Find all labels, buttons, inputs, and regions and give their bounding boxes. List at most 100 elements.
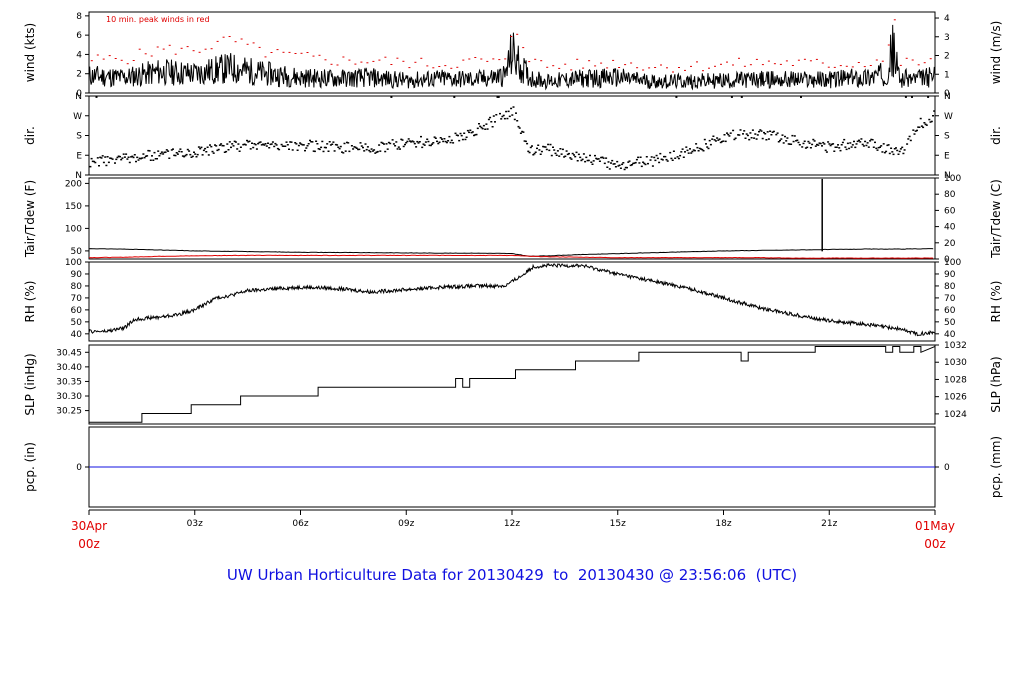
direction-point xyxy=(734,137,737,139)
direction-point xyxy=(480,126,483,129)
direction-point xyxy=(721,140,723,143)
peak-wind-point xyxy=(821,62,824,64)
direction-point xyxy=(568,152,570,155)
direction-point xyxy=(755,138,758,140)
direction-point xyxy=(378,144,381,146)
direction-point xyxy=(185,153,188,156)
direction-point xyxy=(701,148,704,151)
direction-point xyxy=(813,140,816,142)
direction-point xyxy=(610,162,612,164)
series-group xyxy=(89,346,935,423)
direction-point xyxy=(653,156,656,159)
peak-wind-point xyxy=(552,65,555,67)
direction-point xyxy=(176,153,179,155)
peak-wind-point xyxy=(204,48,207,50)
direction-point xyxy=(499,112,501,115)
direction-point xyxy=(570,158,573,160)
peak-wind-point xyxy=(126,63,129,65)
direction-point xyxy=(571,152,574,155)
direction-point xyxy=(505,110,508,113)
direction-point xyxy=(532,154,535,156)
direction-point xyxy=(149,159,152,161)
panel-slp: SLP (inHg) SLP (hPa) 30.25 30.30 30.35 30.40 3… xyxy=(23,341,1003,425)
peak-wind-point xyxy=(480,58,483,60)
direction-point xyxy=(923,122,926,124)
peak-wind-point xyxy=(720,63,722,65)
direction-point xyxy=(255,148,258,150)
direction-point xyxy=(484,128,487,130)
direction-point xyxy=(144,155,147,157)
direction-point xyxy=(788,143,791,145)
direction-point xyxy=(107,161,110,164)
direction-point xyxy=(442,140,445,143)
direction-point xyxy=(225,150,228,153)
peak-wind-point xyxy=(264,56,267,58)
direction-point xyxy=(545,148,548,151)
direction-point xyxy=(864,140,867,143)
direction-point xyxy=(90,157,93,160)
direction-point xyxy=(502,114,505,117)
direction-point xyxy=(270,143,273,145)
direction-point xyxy=(618,164,621,166)
direction-point xyxy=(825,151,828,153)
direction-point xyxy=(613,163,616,165)
peak-wind-point xyxy=(761,64,764,66)
peak-wind-point xyxy=(660,64,662,66)
direction-point xyxy=(920,125,923,127)
direction-point xyxy=(332,141,335,143)
peak-wind-point xyxy=(708,67,710,69)
start-date-label: 30Apr xyxy=(71,519,107,533)
direction-point xyxy=(644,163,647,166)
direction-point xyxy=(404,143,406,146)
direction-point xyxy=(685,146,688,148)
direction-point xyxy=(724,140,727,143)
right-tick-label: N xyxy=(944,92,951,102)
peak-wind-point xyxy=(414,61,417,63)
peak-wind-point xyxy=(144,53,147,55)
direction-point xyxy=(745,133,748,135)
peak-wind-note: 10 min. peak winds in red xyxy=(106,15,210,24)
direction-point xyxy=(481,127,484,130)
direction-point xyxy=(253,143,256,145)
peak-wind-point xyxy=(372,60,375,62)
direction-point xyxy=(643,162,646,165)
direction-point xyxy=(703,138,706,141)
direction-point xyxy=(247,141,250,143)
direction-point xyxy=(729,132,732,134)
direction-point xyxy=(275,144,278,146)
direction-point xyxy=(241,174,244,175)
direction-point xyxy=(160,151,163,153)
direction-point xyxy=(927,96,930,98)
direction-point xyxy=(326,143,329,145)
direction-point xyxy=(334,143,337,146)
peak-wind-point xyxy=(312,55,315,57)
direction-point xyxy=(147,149,150,152)
right-tick-label: 80 xyxy=(944,190,956,200)
direction-point xyxy=(357,148,360,151)
peak-wind-point xyxy=(546,66,549,68)
direction-point xyxy=(737,134,740,136)
direction-point xyxy=(822,141,825,144)
direction-point xyxy=(383,143,385,145)
peak-wind-point xyxy=(174,53,177,55)
direction-point xyxy=(396,148,399,150)
direction-point xyxy=(554,152,557,155)
direction-point xyxy=(605,157,608,159)
direction-point xyxy=(346,141,348,144)
direction-point xyxy=(679,154,682,157)
direction-point xyxy=(727,133,730,136)
direction-point xyxy=(482,124,485,127)
direction-point xyxy=(359,142,362,144)
direction-point xyxy=(523,140,526,142)
direction-point xyxy=(537,144,540,146)
peak-wind-point xyxy=(498,59,501,61)
direction-point xyxy=(424,141,427,143)
direction-point xyxy=(503,117,506,120)
series-group xyxy=(89,262,935,337)
direction-point xyxy=(443,138,446,140)
direction-point xyxy=(333,150,336,152)
direction-point xyxy=(466,129,469,132)
direction-point xyxy=(232,145,235,147)
direction-point xyxy=(454,132,457,135)
